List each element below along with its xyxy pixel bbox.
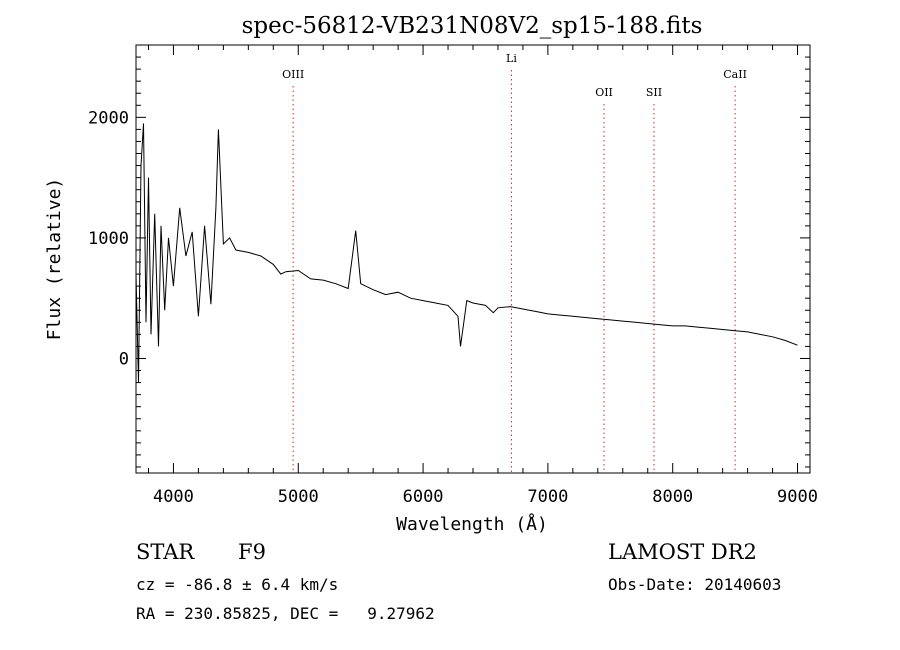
x-tick-label: 6000	[403, 487, 444, 507]
plot-frame	[135, 44, 811, 474]
spectrum-series	[135, 123, 798, 383]
x-tick-label: 9000	[777, 487, 818, 507]
line-marker-label: CaII	[723, 68, 747, 81]
coordinates-readout: RA = 230.85825, DEC = 9.27962	[136, 604, 435, 623]
chart-title: spec-56812-VB231N08V2_sp15-188.fits	[242, 13, 703, 39]
x-tick-label: 8000	[652, 487, 693, 507]
x-tick-label: 5000	[278, 487, 319, 507]
y-axis-label: Flux (relative)	[44, 178, 65, 341]
line-marker-label: OII	[595, 86, 613, 99]
x-tick-label: 7000	[527, 487, 568, 507]
line-marker-label: Li	[506, 52, 517, 65]
object-subclass: F9	[238, 540, 266, 564]
y-tick-label: 1000	[88, 229, 129, 249]
object-class: STAR	[136, 540, 195, 564]
obs-date: Obs-Date: 20140603	[608, 575, 782, 594]
survey-name: LAMOST DR2	[608, 540, 757, 564]
spectrum-line	[135, 123, 798, 383]
y-tick-label: 0	[119, 349, 129, 369]
redshift-readout: cz = -86.8 ± 6.4 km/s	[136, 575, 339, 594]
y-tick-label: 2000	[88, 108, 129, 128]
minor-ticks	[136, 45, 810, 473]
x-axis-label: Wavelength (Å)	[396, 513, 548, 535]
line-marker-label: SII	[646, 86, 662, 99]
line-markers: OIII Li OII SII CaII	[282, 52, 747, 473]
y-axis: 0 1000 2000	[88, 108, 810, 369]
x-axis: 4000 5000 6000 7000 8000 9000	[153, 45, 818, 507]
x-tick-label: 4000	[153, 487, 194, 507]
line-marker-label: OIII	[282, 68, 304, 81]
